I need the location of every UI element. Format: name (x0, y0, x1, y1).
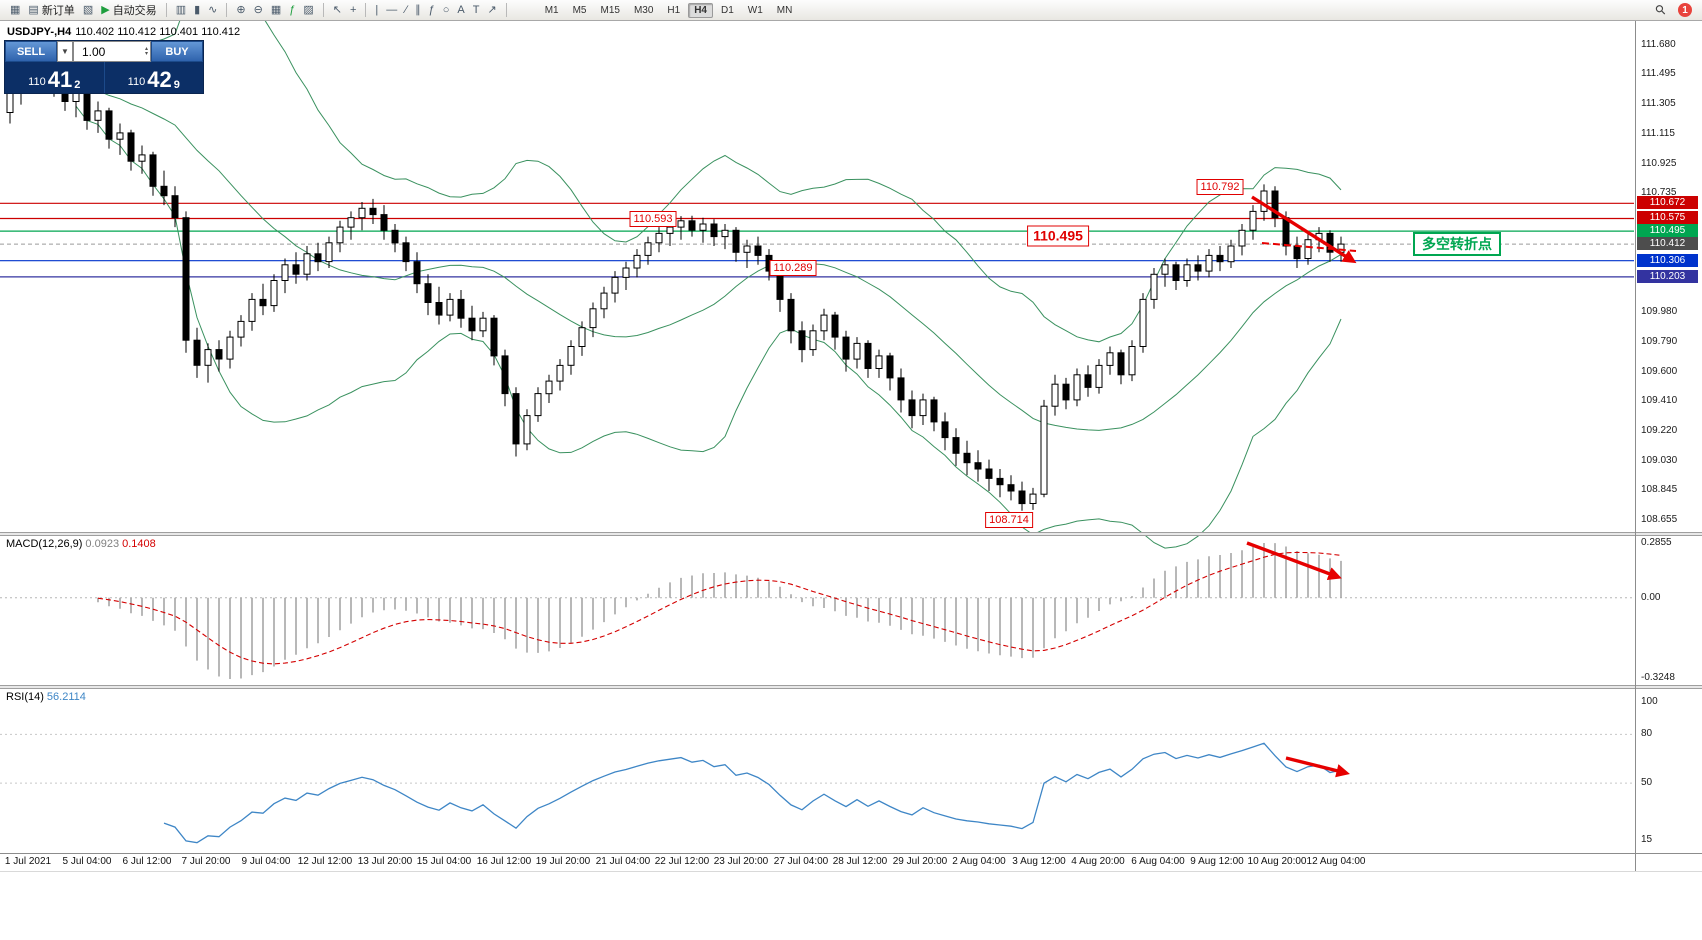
tile-windows-button[interactable]: ▦ (268, 2, 284, 18)
horizontal-line-button[interactable]: — (383, 2, 400, 18)
arrows-icon: ↗ (487, 4, 497, 16)
time-axis[interactable] (0, 854, 1634, 872)
indicators-icon: ƒ (289, 4, 296, 16)
sell-price: 110 41 2 (28, 67, 81, 92)
chart-legend: USDJPY-,H4 110.402 110.412 110.401 110.41… (7, 26, 240, 38)
trendline-button[interactable]: ∕ (402, 2, 410, 18)
shapes-icon: ○ (442, 4, 450, 16)
indicators-button[interactable]: ƒ (286, 2, 298, 18)
zoom-in-button[interactable]: ⊕ (233, 2, 248, 18)
volume-down-icon[interactable]: ▾ (144, 50, 148, 57)
macd-signal-line (97, 551, 1342, 665)
candlestick-chart-icon: ▮ (194, 4, 201, 16)
new-order-button: ▤ (28, 4, 39, 16)
cursor-button[interactable]: ↖ (330, 2, 345, 18)
rsi-line (163, 742, 1342, 844)
tile-windows-icon: ▦ (270, 4, 282, 16)
crosshair-icon: + (349, 4, 357, 16)
symbol-timeframe-label: USDJPY-,H4 (7, 26, 72, 38)
bollinger-bands (75, 0, 1342, 549)
macd-histogram (97, 543, 1342, 679)
timeframe-d1-button[interactable]: D1 (721, 4, 734, 16)
toolbar-separator (165, 3, 167, 17)
timeframe-mn-button[interactable]: MN (776, 4, 793, 16)
horizontal-line-icon: — (386, 4, 398, 16)
new-order-button[interactable]: ▤ 新订单 (25, 1, 77, 19)
text-button[interactable]: A (454, 2, 467, 18)
toolbar-icons: ▦ ▤ 新订单 ▧ ▶ 自动交易 ▥ ▮ ∿ ⊕ ⊖ ▦ ƒ ▨ ↖ + | — ∕ ∥ ƒ ○ A T ↗ (6, 1, 512, 19)
zoom-out-button[interactable]: ⊖ (251, 2, 266, 18)
text-label-button[interactable]: T (470, 2, 483, 18)
volume-control[interactable]: ▴ ▾ (73, 41, 151, 62)
main-toolbar: ▦ ▤ 新订单 ▧ ▶ 自动交易 ▥ ▮ ∿ ⊕ ⊖ ▦ ƒ ▨ ↖ + | — ∕ ∥ ƒ ○ A T ↗ M1 M5 M15 M3… (0, 0, 1702, 21)
line-chart-button[interactable]: ∿ (205, 2, 220, 18)
equidistant-channel-button[interactable]: ∥ (412, 2, 424, 18)
templates-icon: ▨ (303, 4, 314, 16)
zoom-out-icon: ⊖ (253, 4, 263, 16)
bar-chart-icon: ▥ (175, 4, 187, 16)
arrows-button[interactable]: ↗ (484, 2, 499, 18)
chart-profiles-button[interactable]: ▧ (80, 2, 96, 18)
line-chart-icon: ∿ (208, 4, 218, 16)
fibonacci-icon: ƒ (428, 4, 435, 16)
candlesticks (6, 48, 1345, 511)
notification-badge[interactable]: 1 (1678, 3, 1692, 17)
toolbar-separator (226, 3, 228, 17)
macd-indicator-label: MACD(12,26,9) 0.0923 0.1408 (6, 538, 156, 550)
buy-price: 110 42 9 (103, 62, 204, 93)
vertical-line-button[interactable]: | (372, 2, 381, 18)
volume-up-icon[interactable]: ▴ (144, 45, 148, 52)
autotrading-button[interactable]: ▶ 自动交易 (98, 1, 159, 19)
order-type-dropdown[interactable]: ▼ (57, 41, 73, 62)
equidistant-channel-icon: ∥ (415, 4, 421, 16)
cursor-icon: ↖ (332, 4, 342, 16)
sell-button[interactable]: SELL (5, 41, 57, 62)
autotrading-button-label: 自动交易 (112, 5, 157, 17)
new-order-button-label: 新订单 (41, 5, 75, 17)
trendline-icon: ∕ (405, 4, 408, 16)
text-icon: A (457, 4, 465, 16)
timeframe-toolbar: M1 M5 M15 M30 H1 H4 D1 W1 MN (538, 2, 800, 18)
volume-input[interactable] (80, 43, 128, 60)
timeframe-h1-button[interactable]: H1 (667, 4, 681, 16)
candlestick-chart-button[interactable]: ▮ (191, 2, 203, 18)
vertical-line-icon: | (375, 4, 379, 16)
templates-button[interactable]: ▨ (300, 2, 316, 18)
timeframe-h4-button[interactable]: H4 (688, 2, 713, 18)
search-icon: ⚲ (1652, 0, 1670, 19)
new-chart-icon: ▦ (10, 4, 21, 16)
ohlc-readout: 110.402 110.412 110.401 110.412 (75, 26, 241, 38)
timeframe-m30-button[interactable]: M30 (633, 4, 654, 16)
timeframe-m1-button[interactable]: M1 (544, 4, 559, 16)
price-axis[interactable] (1636, 21, 1702, 853)
search-button[interactable]: ⚲ (1652, 0, 1670, 19)
chart-profiles-icon: ▧ (82, 4, 94, 16)
toolbar-separator (322, 3, 324, 17)
toolbar-separator (365, 3, 367, 17)
timeframe-w1-button[interactable]: W1 (747, 4, 763, 16)
volume-stepper[interactable]: ▴ ▾ (144, 45, 148, 57)
fibonacci-button[interactable]: ƒ (426, 2, 438, 18)
rsi-indicator-label: RSI(14) 56.2114 (6, 691, 86, 703)
zoom-in-icon: ⊕ (236, 4, 246, 16)
crosshair-button[interactable]: + (347, 2, 359, 18)
shapes-button[interactable]: ○ (440, 2, 453, 18)
toolbar-right: ⚲ 1 (1652, 1, 1692, 19)
toolbar-separator (505, 3, 507, 17)
timeframe-m15-button[interactable]: M15 (600, 4, 620, 16)
timeframe-m5-button[interactable]: M5 (572, 4, 587, 16)
new-chart-button[interactable]: ▦ (7, 2, 23, 18)
text-label-icon: T (472, 4, 480, 16)
bar-chart-button[interactable]: ▥ (173, 2, 189, 18)
autotrading-button: ▶ (101, 4, 110, 16)
buy-button[interactable]: BUY (151, 41, 203, 62)
